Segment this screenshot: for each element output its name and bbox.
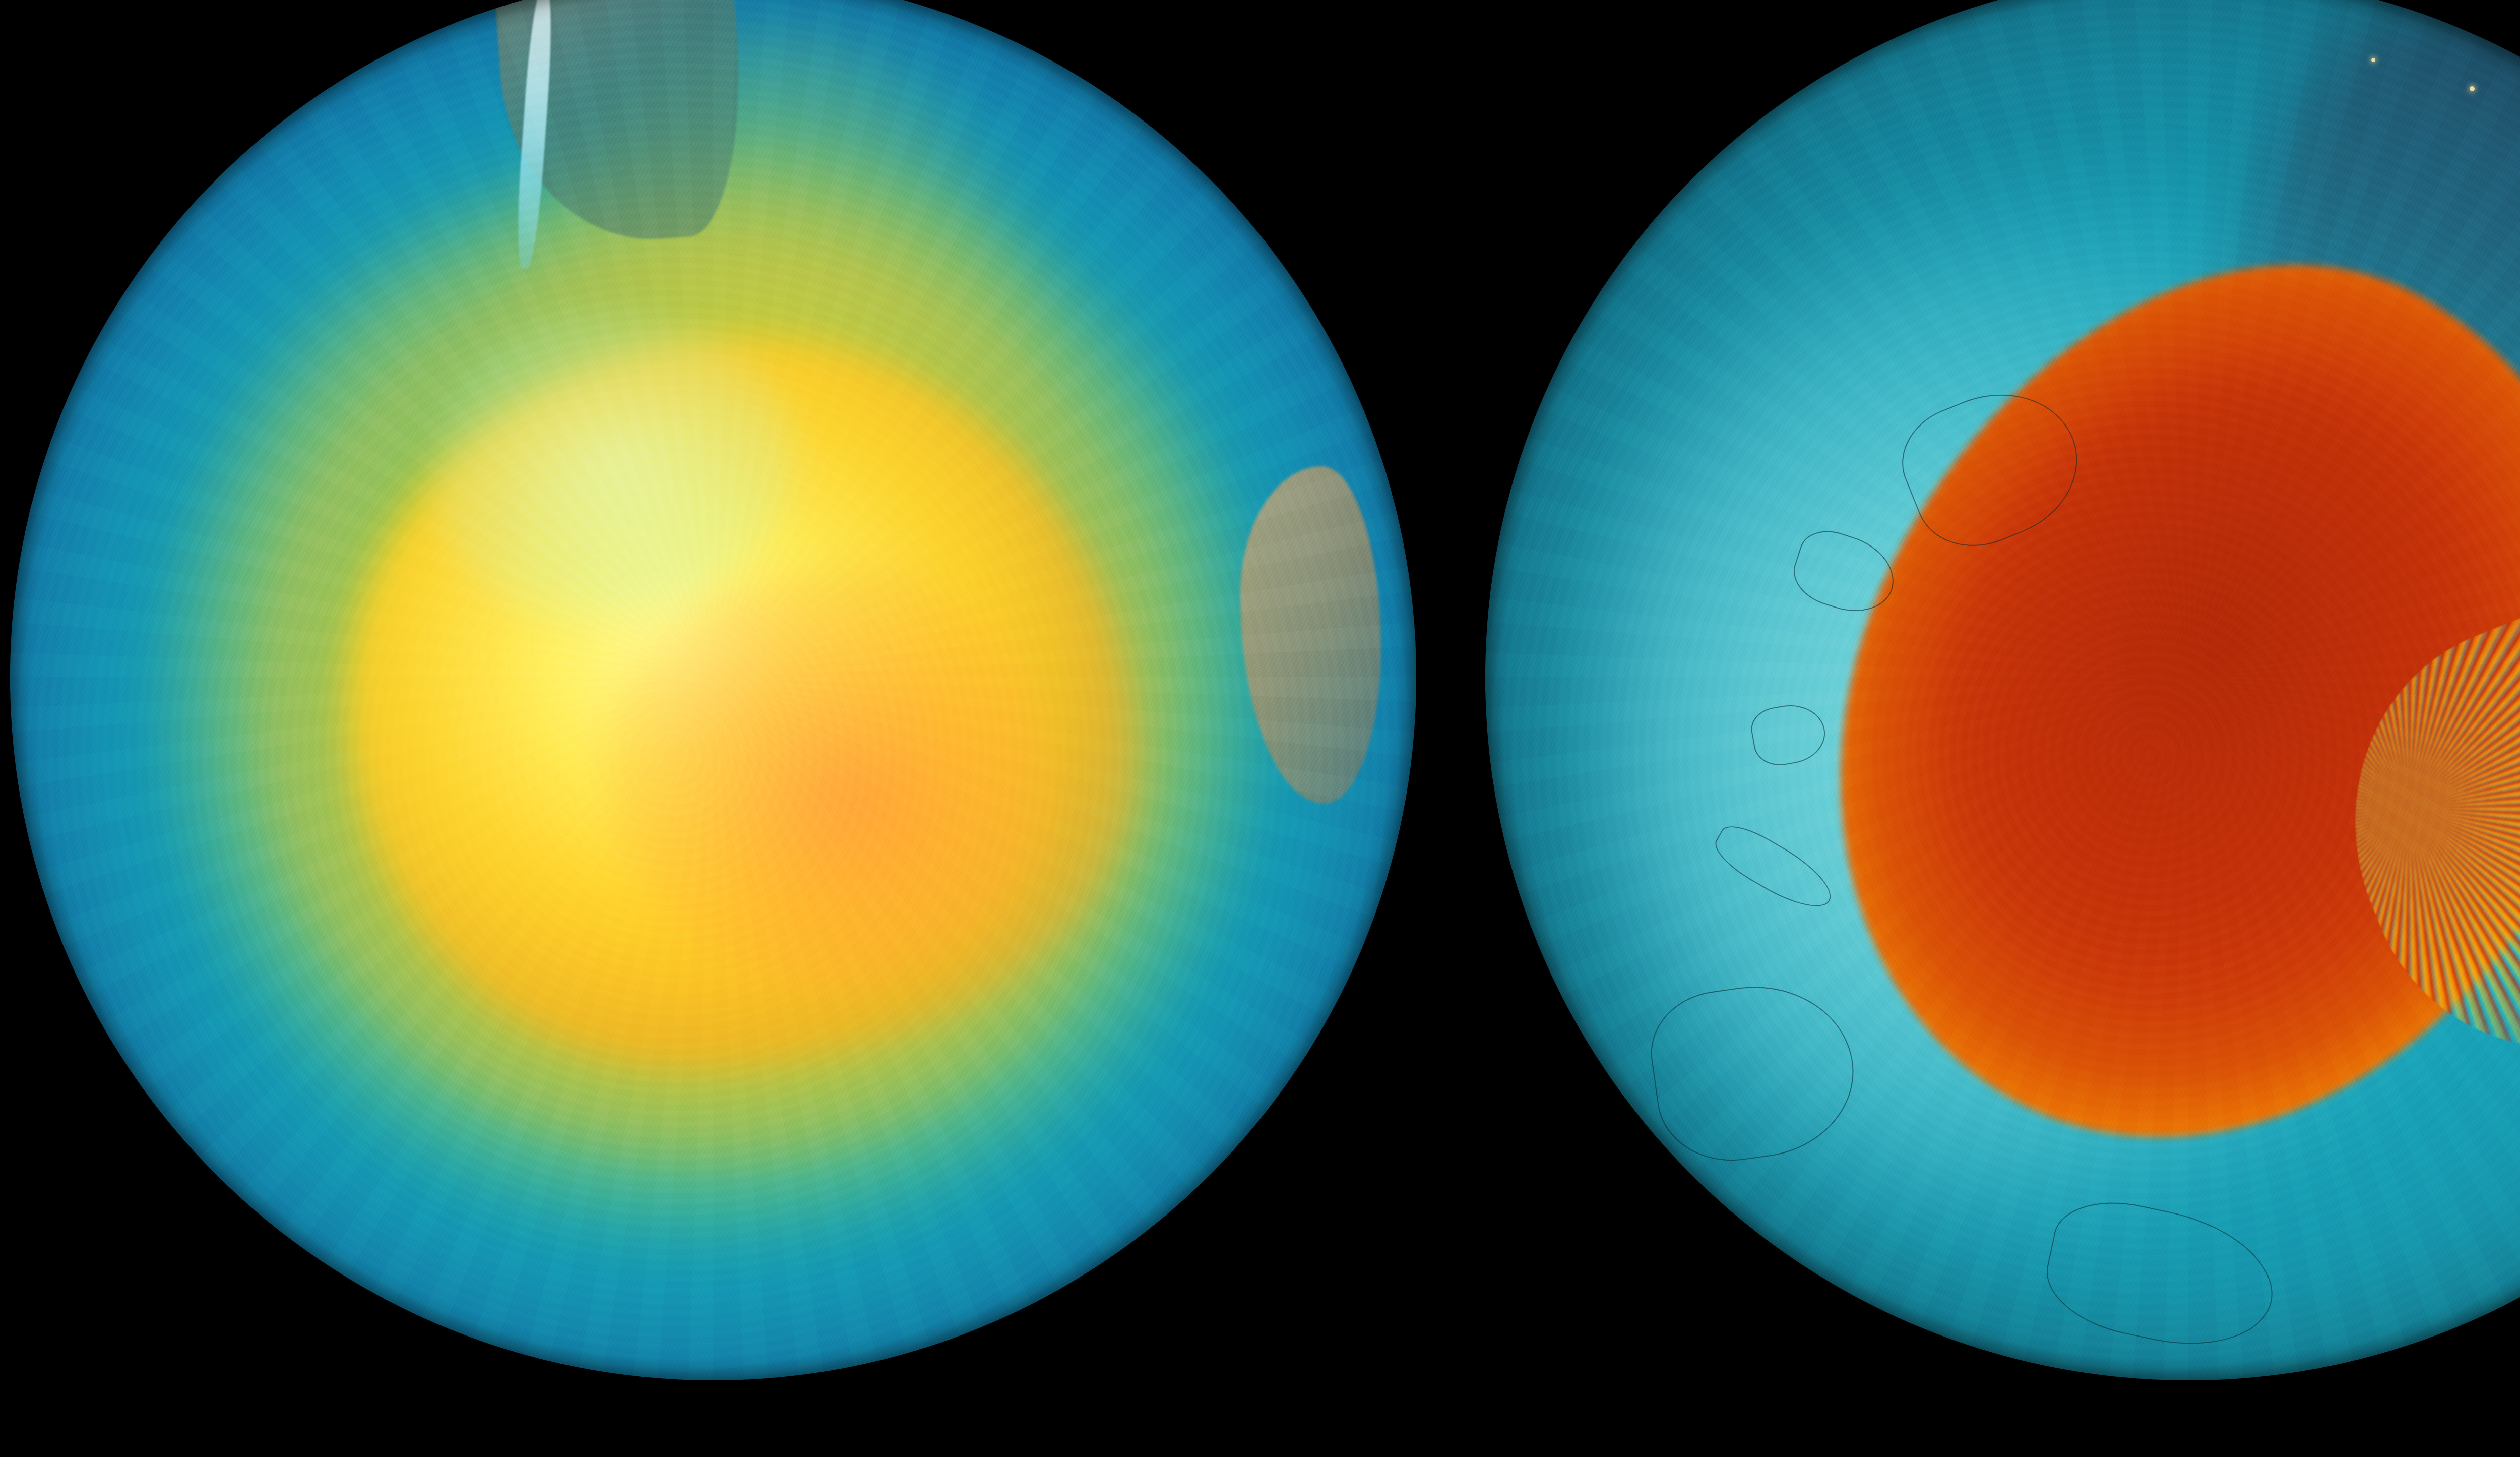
coastline-great-lakes	[2037, 1189, 2286, 1363]
globe-antarctic[interactable]: Antarctic Ozone Hole	[10, 0, 1416, 1380]
landmass-australia	[1240, 466, 1381, 804]
globe-arctic[interactable]: Arctic Polar Vortex	[1485, 0, 2520, 1380]
scene-title: Polar Stratospheric Ozone Visualization	[0, 0, 1, 1]
